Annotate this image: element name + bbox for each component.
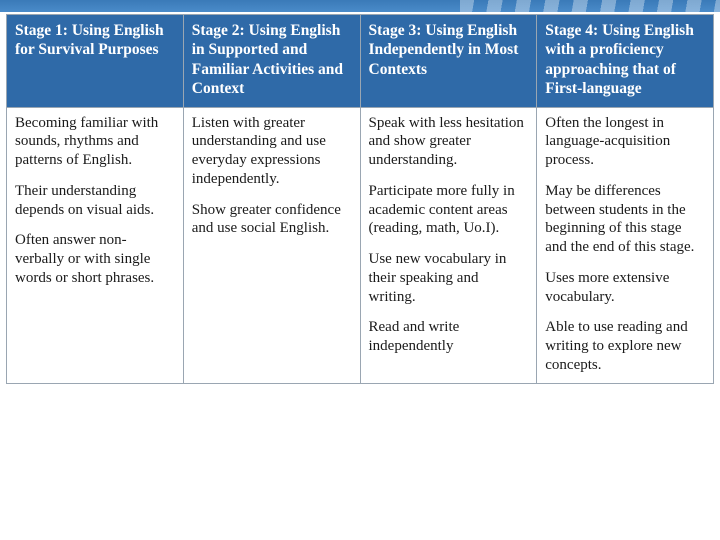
cell-stage2: Listen with greater understanding and us… bbox=[183, 107, 360, 383]
cell-paragraph: Speak with less hesitation and show grea… bbox=[369, 114, 529, 170]
cell-paragraph: Uses more extensive vocabulary. bbox=[545, 269, 705, 307]
cell-paragraph: Use new vocabulary in their speaking and… bbox=[369, 250, 529, 306]
cell-paragraph: Show greater confidence and use social E… bbox=[192, 201, 352, 239]
col-header-stage1: Stage 1: Using English for Survival Purp… bbox=[7, 15, 184, 108]
top-accent-bar bbox=[0, 0, 720, 12]
cell-paragraph: May be differences between students in t… bbox=[545, 182, 705, 257]
table-header-row: Stage 1: Using English for Survival Purp… bbox=[7, 15, 714, 108]
col-header-stage2: Stage 2: Using English in Supported and … bbox=[183, 15, 360, 108]
cell-paragraph: Participate more fully in academic conte… bbox=[369, 182, 529, 238]
col-header-stage3: Stage 3: Using English Independently in … bbox=[360, 15, 537, 108]
col-header-stage4: Stage 4: Using English with a proficienc… bbox=[537, 15, 714, 108]
cell-paragraph: Their understanding depends on visual ai… bbox=[15, 182, 175, 220]
cell-stage3: Speak with less hesitation and show grea… bbox=[360, 107, 537, 383]
cell-stage1: Becoming familiar with sounds, rhythms a… bbox=[7, 107, 184, 383]
cell-paragraph: Often the longest in language-acquisitio… bbox=[545, 114, 705, 170]
cell-stage4: Often the longest in language-acquisitio… bbox=[537, 107, 714, 383]
cell-paragraph: Becoming familiar with sounds, rhythms a… bbox=[15, 114, 175, 170]
stages-table: Stage 1: Using English for Survival Purp… bbox=[6, 14, 714, 384]
cell-paragraph: Often answer non-verbally or with single… bbox=[15, 231, 175, 287]
table-row: Becoming familiar with sounds, rhythms a… bbox=[7, 107, 714, 383]
cell-paragraph: Able to use reading and writing to explo… bbox=[545, 318, 705, 374]
cell-paragraph: Listen with greater understanding and us… bbox=[192, 114, 352, 189]
cell-paragraph: Read and write independently bbox=[369, 318, 529, 356]
